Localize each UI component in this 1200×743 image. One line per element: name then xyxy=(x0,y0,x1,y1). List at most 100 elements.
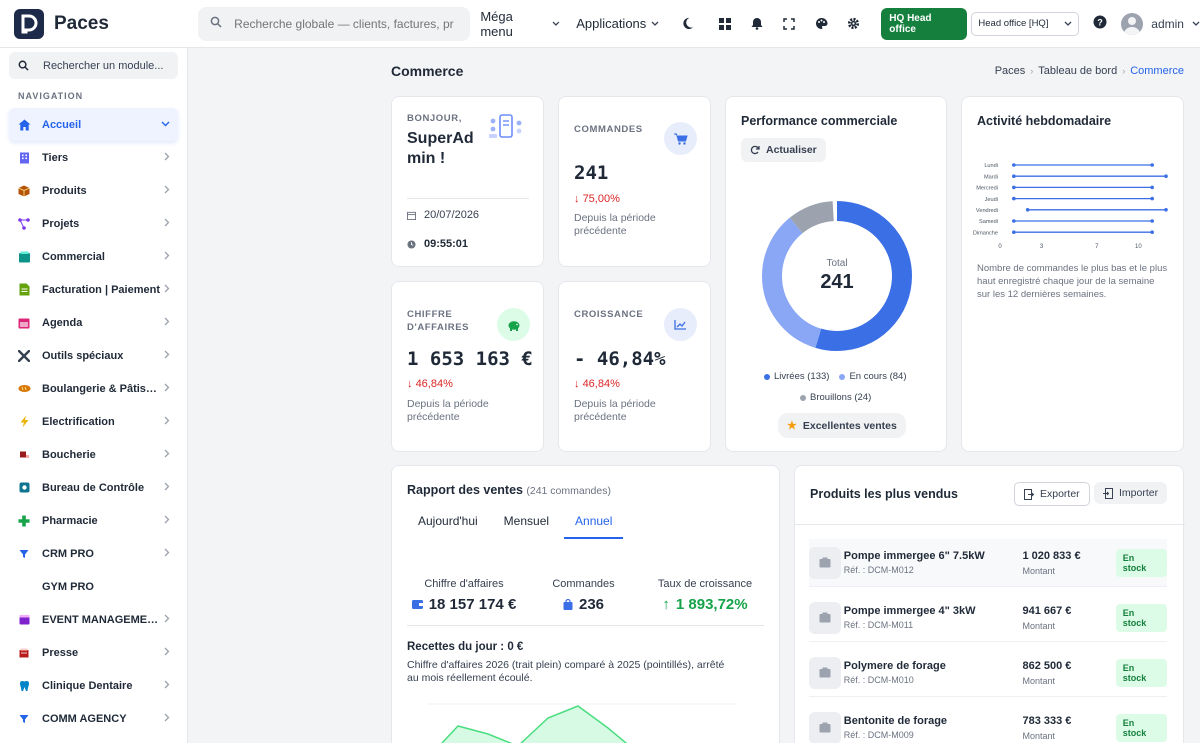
sidebar-item-comm-agency[interactable]: COMM AGENCY xyxy=(9,702,178,735)
product-row[interactable]: Pompe immergee 6" 7.5kW Réf. : DCM-M012 1 … xyxy=(809,539,1167,587)
sidebar-item-label: Outils spéciaux xyxy=(42,349,124,362)
breadcrumb-item[interactable]: Tableau de bord xyxy=(1038,65,1118,77)
refresh-label: Actualiser xyxy=(766,144,817,156)
app-name: Paces xyxy=(54,12,109,34)
product-ref: Réf. : DCM-M011 xyxy=(843,620,914,630)
sidebar: Rechercher un module... NAVIGATION Accue… xyxy=(0,48,188,743)
tab-today[interactable]: Aujourd'hui xyxy=(418,514,478,528)
orders-value: 241 xyxy=(574,162,609,184)
sidebar-item-label: Accueil xyxy=(42,118,82,131)
sidebar-item-agenda[interactable]: Agenda xyxy=(9,306,178,339)
global-search[interactable] xyxy=(198,6,471,41)
orders-change: ↓ 75,00% xyxy=(574,193,620,205)
breadcrumb: Paces › Tableau de bord › Commerce xyxy=(994,65,1184,77)
user-name: admin xyxy=(1151,16,1184,31)
stock-status-badge: En stock xyxy=(1115,548,1167,577)
bell-icon[interactable] xyxy=(741,8,773,40)
hq-badge[interactable]: HQ Head office xyxy=(881,7,968,40)
excellent-sales-label: Excellentes ventes xyxy=(802,419,897,432)
growth-change-value: 46,84% xyxy=(582,378,620,390)
search-icon xyxy=(18,60,29,71)
chevron-right-icon xyxy=(164,647,170,659)
sidebar-item-tiers[interactable]: Tiers xyxy=(9,141,178,174)
donut-segment-livrees xyxy=(762,201,912,351)
import-button[interactable]: Importer xyxy=(1094,482,1168,504)
mega-menu-dropdown[interactable]: Méga menu xyxy=(480,9,560,39)
export-file-icon xyxy=(1024,488,1034,500)
applications-dropdown[interactable]: Applications xyxy=(576,16,659,31)
sidebar-item-label: Projets xyxy=(42,217,80,230)
revenue-change-value: 46,84% xyxy=(415,378,453,390)
head-office-select[interactable]: Head office [HQ] xyxy=(971,11,1080,36)
sidebar-item-pharmacie[interactable]: Pharmacie xyxy=(9,504,178,537)
weekly-day-label: Mercredi xyxy=(976,186,998,192)
sidebar-item-event-management[interactable]: EVENT MANAGEMENT xyxy=(9,603,178,636)
sidebar-item-gym-pro[interactable]: GYM PRO xyxy=(9,570,178,603)
export-button[interactable]: Exporter xyxy=(1014,482,1090,506)
sidebar-item-projets[interactable]: Projets xyxy=(9,207,178,240)
module-search-placeholder: Rechercher un module... xyxy=(43,59,164,72)
legend-livrees: Livrées (133) xyxy=(764,371,829,382)
sidebar-item-label: Pharmacie xyxy=(42,514,98,527)
sidebar-item-commercial[interactable]: Commercial xyxy=(9,240,178,273)
dark-mode-icon[interactable] xyxy=(671,8,703,40)
sidebar-item-produits[interactable]: Produits xyxy=(9,174,178,207)
brand[interactable]: Paces xyxy=(0,8,184,39)
sidebar-item-accueil[interactable]: Accueil xyxy=(9,108,178,141)
sidebar-item-label: Produits xyxy=(42,184,87,197)
sidebar-item-presse[interactable]: Presse xyxy=(9,636,178,669)
bread-icon xyxy=(16,381,32,397)
sidebar-item-electrification[interactable]: Electrification xyxy=(9,405,178,438)
sidebar-item-boucherie[interactable]: Boucherie xyxy=(9,438,178,471)
sidebar-item-label: Bureau de Contrôle xyxy=(42,481,145,494)
import-file-icon xyxy=(1103,487,1113,499)
tab-monthly[interactable]: Mensuel xyxy=(503,514,550,528)
global-search-input[interactable] xyxy=(234,16,455,31)
orders-kpi-card: COMMANDES 241 ↓ 75,00% Depuis la période… xyxy=(558,96,711,267)
paces-logo xyxy=(14,8,44,39)
help-icon[interactable]: ? xyxy=(1093,15,1107,32)
sidebar-item-label: Electrification xyxy=(42,415,115,428)
module-search[interactable]: Rechercher un module... xyxy=(9,52,178,79)
tab-yearly[interactable]: Annuel xyxy=(564,514,624,539)
product-thumbnail-icon xyxy=(809,546,841,579)
chevron-right-icon xyxy=(164,152,170,164)
sidebar-item-facturation-paiement[interactable]: Facturation | Paiement xyxy=(9,273,178,306)
product-amount-label: Montant xyxy=(1022,565,1055,576)
stat-revenue-label: Chiffre d'affaires xyxy=(424,578,504,590)
refresh-button[interactable]: Actualiser xyxy=(741,138,826,162)
sales-report-card: Rapport des ventes (241 commandes) Aujou… xyxy=(391,465,780,743)
product-row[interactable]: Bentonite de forage Réf. : DCM-M009 783 33… xyxy=(809,704,1167,743)
sidebar-item-label: Commercial xyxy=(42,250,105,263)
product-name: Pompe immergee 4" 3kW xyxy=(843,605,976,617)
fullscreen-icon[interactable] xyxy=(773,8,805,40)
legend-brouillons: Brouillons (24) xyxy=(800,392,871,403)
apps-grid-icon[interactable] xyxy=(709,8,741,40)
calendar-icon xyxy=(407,211,416,220)
revenue-note: Depuis la période précédente xyxy=(407,398,489,423)
product-row[interactable]: Polymere de forage Réf. : DCM-M010 862 500… xyxy=(809,649,1167,697)
product-amount-label: Montant xyxy=(1022,675,1055,686)
sidebar-item-clinique-dentaire[interactable]: Clinique Dentaire xyxy=(9,669,178,702)
stat-orders-value: 236 xyxy=(578,596,605,613)
product-amount: 1 020 833 € xyxy=(1022,549,1081,562)
daily-revenue-note: Chiffre d'affaires 2026 (trait plein) co… xyxy=(407,659,725,684)
settings-gear-icon[interactable] xyxy=(837,8,869,40)
palette-icon[interactable] xyxy=(805,8,837,40)
chevron-down-icon xyxy=(1064,21,1072,26)
product-thumbnail-icon xyxy=(809,601,841,634)
weekly-range-point xyxy=(1012,163,1016,167)
sidebar-item-bureau-de-contr-le[interactable]: Bureau de Contrôle xyxy=(9,471,178,504)
sidebar-item-label: Facturation | Paiement xyxy=(42,283,160,296)
product-row[interactable]: Pompe immergee 4" 3kW Réf. : DCM-M011 941 … xyxy=(809,594,1167,642)
sidebar-item-outils-sp-ciaux[interactable]: Outils spéciaux xyxy=(9,339,178,372)
revenue-change: ↓ 46,84% xyxy=(407,378,453,390)
sidebar-item-crm-pro[interactable]: CRM PRO xyxy=(9,537,178,570)
weekly-x-tick-label: 10 xyxy=(1135,244,1142,250)
chevron-right-icon xyxy=(164,317,170,329)
sidebar-item-boulangerie-p-tisserie[interactable]: Boulangerie & Pâtisserie xyxy=(9,372,178,405)
user-menu[interactable]: admin xyxy=(1121,12,1200,35)
breadcrumb-item[interactable]: Paces xyxy=(994,65,1026,77)
product-ref: Réf. : DCM-M010 xyxy=(843,675,914,685)
weekly-note: Nombre de commandes le plus bas et le pl… xyxy=(977,263,1168,300)
